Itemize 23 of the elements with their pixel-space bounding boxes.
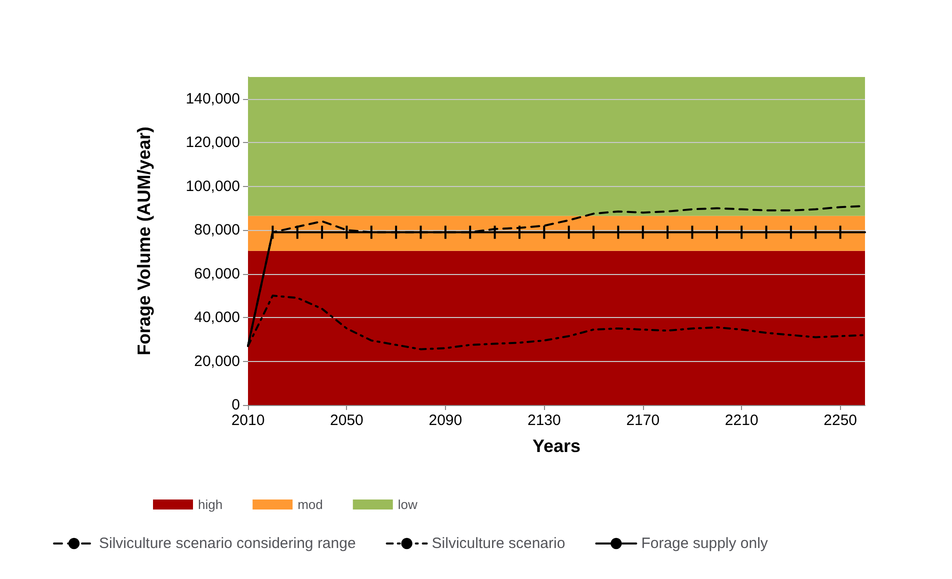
x-axis-title: Years — [532, 436, 581, 456]
y-tick-label: 20,000 — [194, 352, 240, 370]
legend-label: mod — [298, 497, 323, 512]
x-tick-label: 2130 — [527, 412, 561, 429]
y-axis-title: Forage Volume (AUM/year) — [134, 126, 154, 356]
legend-label: Silviculture scenario considering range — [99, 535, 356, 552]
legend-label: high — [198, 497, 223, 512]
y-tick-label: 40,000 — [194, 309, 240, 326]
x-tick-label: 2050 — [330, 412, 364, 429]
y-tick-label: 0 — [232, 396, 240, 414]
y-tick-label: 60,000 — [194, 265, 240, 282]
legend-label: low — [398, 497, 418, 512]
y-tick-label: 100,000 — [186, 178, 240, 195]
legend-label: Silviculture scenario — [432, 535, 566, 552]
x-tick-label: 2250 — [824, 412, 858, 429]
y-tick-label: 120,000 — [186, 134, 240, 152]
x-tick-label: 2090 — [428, 412, 462, 429]
legend-label: Forage supply only — [641, 535, 768, 552]
y-tick-label: 140,000 — [186, 90, 240, 108]
x-tick-label: 2170 — [626, 412, 660, 429]
x-tick-label: 2010 — [231, 412, 265, 429]
x-tick-label: 2210 — [724, 412, 758, 429]
y-tick-label: 80,000 — [194, 222, 240, 239]
